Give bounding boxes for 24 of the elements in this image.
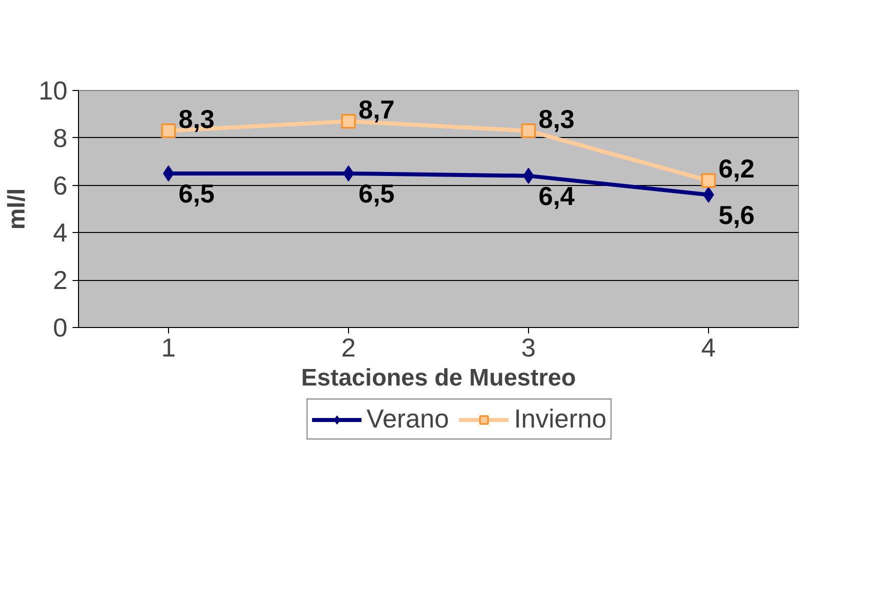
data-label: 5,6 [718,200,755,230]
x-tick-label: 2 [341,332,356,362]
point [521,124,536,138]
y-tick-label: 8 [53,122,68,153]
x-tick-label: 1 [161,332,176,362]
data-label: 8,3 [538,104,575,134]
y-axis-title: ml/l [4,188,31,230]
point [341,114,356,129]
point [161,124,176,138]
point [701,173,716,188]
y-tick-label: 10 [38,76,68,106]
data-label: 8,3 [178,104,215,134]
y-tick-label: 0 [53,312,68,342]
y-tick-label: 4 [53,218,68,248]
data-label: 6,4 [538,180,576,211]
data-label: 8,7 [358,94,395,124]
legend-label: Verano [366,404,449,434]
y-tick-label: 2 [53,265,68,296]
x-tick-label: 3 [521,332,536,362]
y-tick-label: 6 [53,170,68,200]
legend-label: Invierno [514,404,606,434]
x-tick-label: 4 [701,332,716,362]
data-label: 6,2 [718,154,755,184]
x-axis-title: Estaciones de Muestreo [301,364,576,392]
